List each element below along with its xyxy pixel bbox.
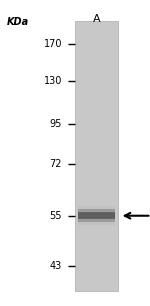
Text: 130: 130 xyxy=(44,76,62,86)
Bar xyxy=(78,218,115,225)
Text: 43: 43 xyxy=(50,261,62,271)
Text: 95: 95 xyxy=(50,119,62,129)
Text: 170: 170 xyxy=(44,39,62,49)
Bar xyxy=(78,212,115,219)
Text: 55: 55 xyxy=(50,211,62,221)
Text: 72: 72 xyxy=(50,159,62,169)
Text: KDa: KDa xyxy=(7,17,29,27)
Text: A: A xyxy=(93,14,100,24)
Bar xyxy=(75,21,118,291)
Bar xyxy=(78,206,115,213)
Bar xyxy=(78,209,115,216)
Bar xyxy=(78,215,115,222)
